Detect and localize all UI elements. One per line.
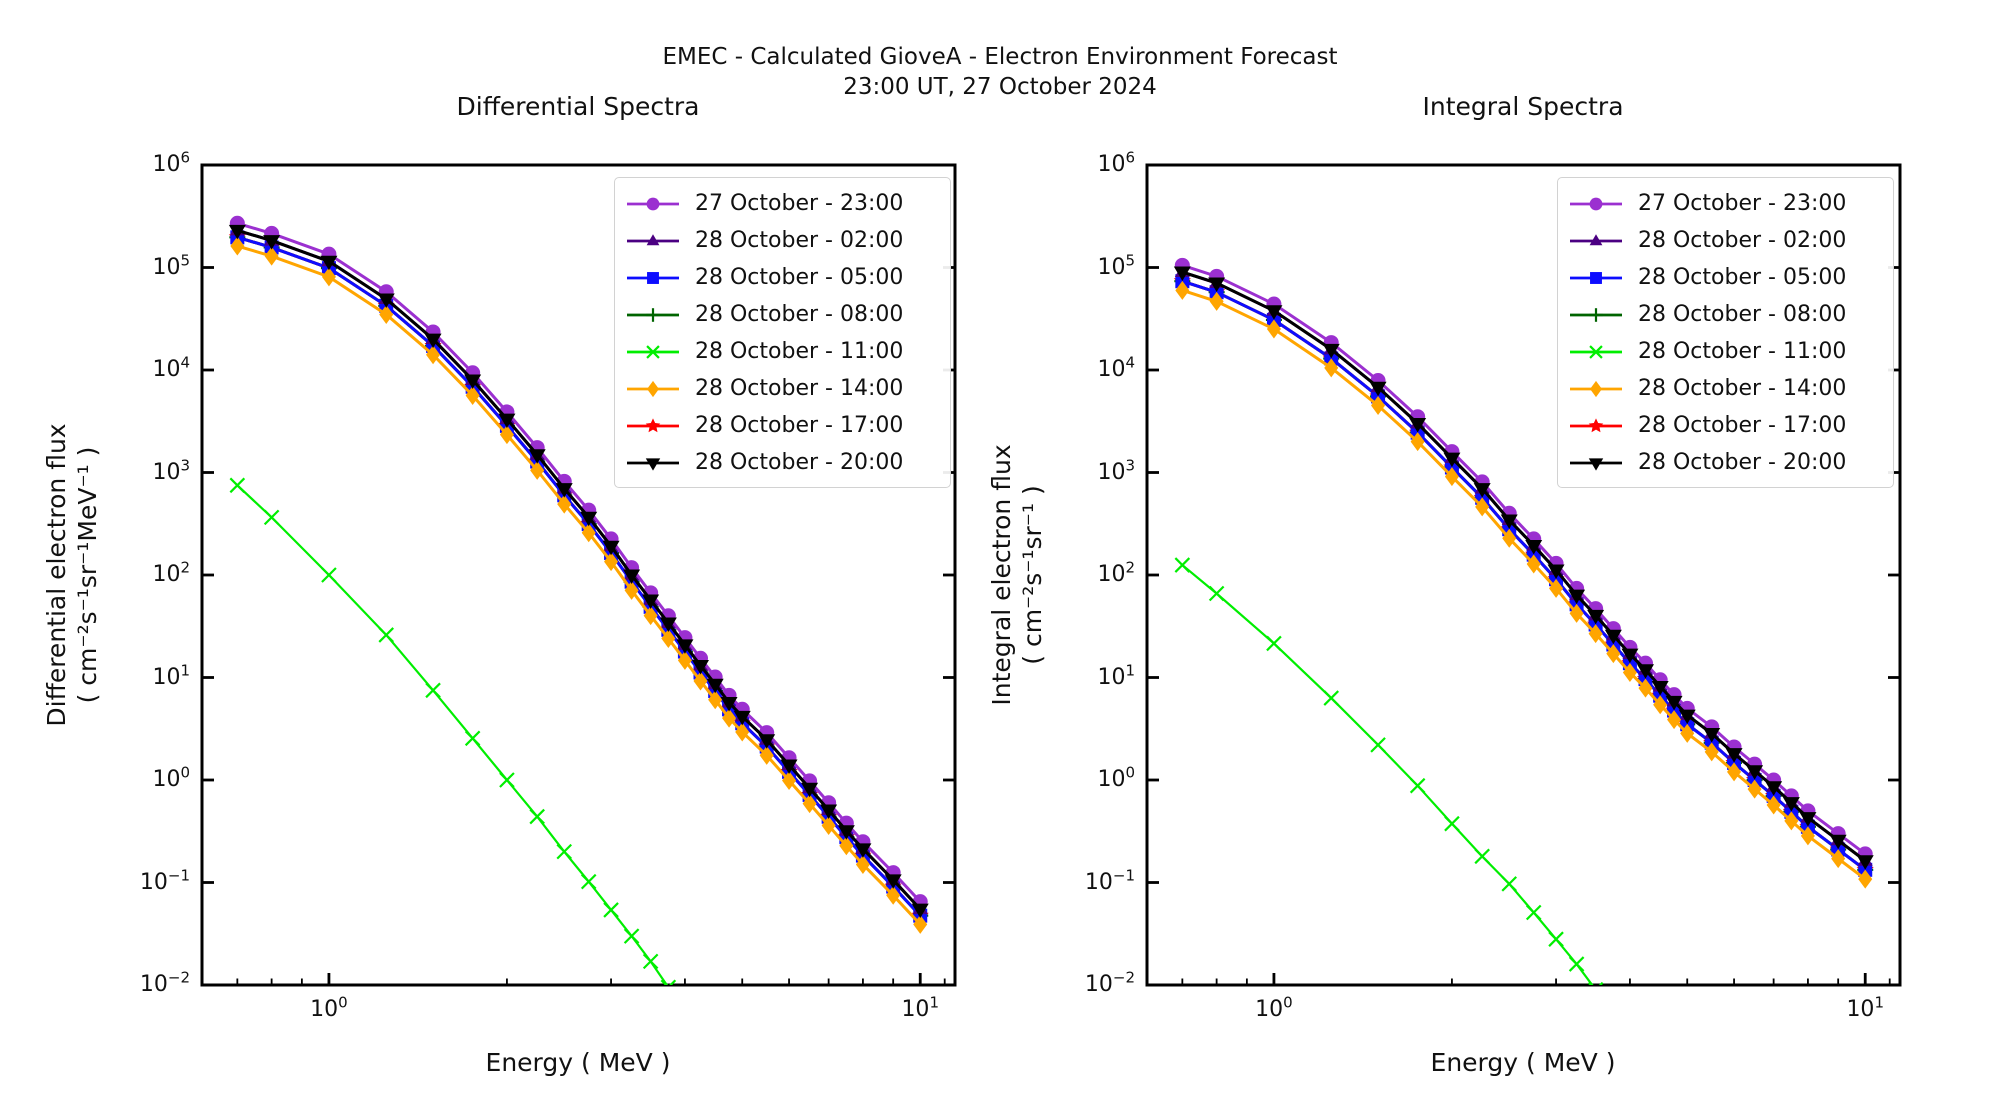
- series-diamond: [230, 236, 928, 934]
- tick-label: 105: [1097, 251, 1135, 280]
- tick-label: 102: [152, 558, 190, 587]
- legend-item: 28 October - 17:00: [1568, 407, 1893, 444]
- legend-item: 28 October - 20:00: [625, 444, 950, 481]
- series-triangle-down: [1173, 266, 1874, 870]
- legend-item: 28 October - 02:00: [625, 222, 950, 259]
- tick-label: 101: [1097, 661, 1135, 690]
- legend-item: 28 October - 11:00: [625, 333, 950, 370]
- legend-item: 28 October - 14:00: [1568, 370, 1893, 407]
- left-panel-title: Differential Spectra: [456, 92, 700, 121]
- legend-item: 28 October - 08:00: [627, 302, 904, 327]
- legend-item: 28 October - 05:00: [625, 259, 950, 296]
- tick-label: 101: [1846, 993, 1884, 1022]
- figure-title-line1: EMEC - Calculated GioveA - Electron Envi…: [662, 44, 1338, 70]
- series-x: [229, 477, 677, 985]
- series-x: [1174, 557, 1604, 985]
- tick-label: 103: [152, 456, 190, 485]
- tick-label: 106: [1097, 148, 1135, 177]
- legend-item: 27 October - 23:00: [625, 185, 950, 222]
- tick-label: 100: [310, 993, 348, 1022]
- tick-label: 101: [901, 993, 939, 1022]
- tick-label: 100: [1255, 993, 1293, 1022]
- left-x-axis-label: Energy ( MeV ): [485, 1048, 671, 1077]
- tick-label: 104: [152, 353, 190, 382]
- figure-title-line2: 23:00 UT, 27 October 2024: [843, 74, 1157, 100]
- right-legend: 27 October - 23:00 28 October - 02:00 28 O…: [1557, 177, 1894, 488]
- legend-item: 28 October - 02:00: [1568, 222, 1893, 259]
- tick-label: 10−2: [139, 968, 190, 997]
- series-diamond: [1175, 280, 1873, 889]
- legend-item: 28 October - 11:00: [1568, 333, 1893, 370]
- tick-label: 10−1: [139, 866, 190, 895]
- left-legend: 27 October - 23:00 28 October - 02:00 28 O…: [614, 177, 951, 488]
- tick-label: 101: [152, 661, 190, 690]
- legend-item: 28 October - 08:00: [1570, 302, 1847, 327]
- legend-item: 28 October - 17:00: [625, 407, 950, 444]
- series-triangle-down: [228, 224, 929, 919]
- tick-label: 100: [152, 763, 190, 792]
- right-panel-title: Integral Spectra: [1422, 92, 1624, 121]
- tick-label: 106: [152, 148, 190, 177]
- legend-item: 27 October - 23:00: [1568, 185, 1893, 222]
- tick-label: 100: [1097, 763, 1135, 792]
- tick-label: 103: [1097, 456, 1135, 485]
- legend-item: 28 October - 14:00: [625, 370, 950, 407]
- tick-label: 10−2: [1084, 968, 1135, 997]
- tick-label: 105: [152, 251, 190, 280]
- tick-label: 10−1: [1084, 866, 1135, 895]
- legend-item: 28 October - 05:00: [1568, 259, 1893, 296]
- tick-label: 102: [1097, 558, 1135, 587]
- tick-label: 104: [1097, 353, 1135, 382]
- legend-item: 28 October - 20:00: [1568, 444, 1893, 481]
- right-x-axis-label: Energy ( MeV ): [1430, 1048, 1616, 1077]
